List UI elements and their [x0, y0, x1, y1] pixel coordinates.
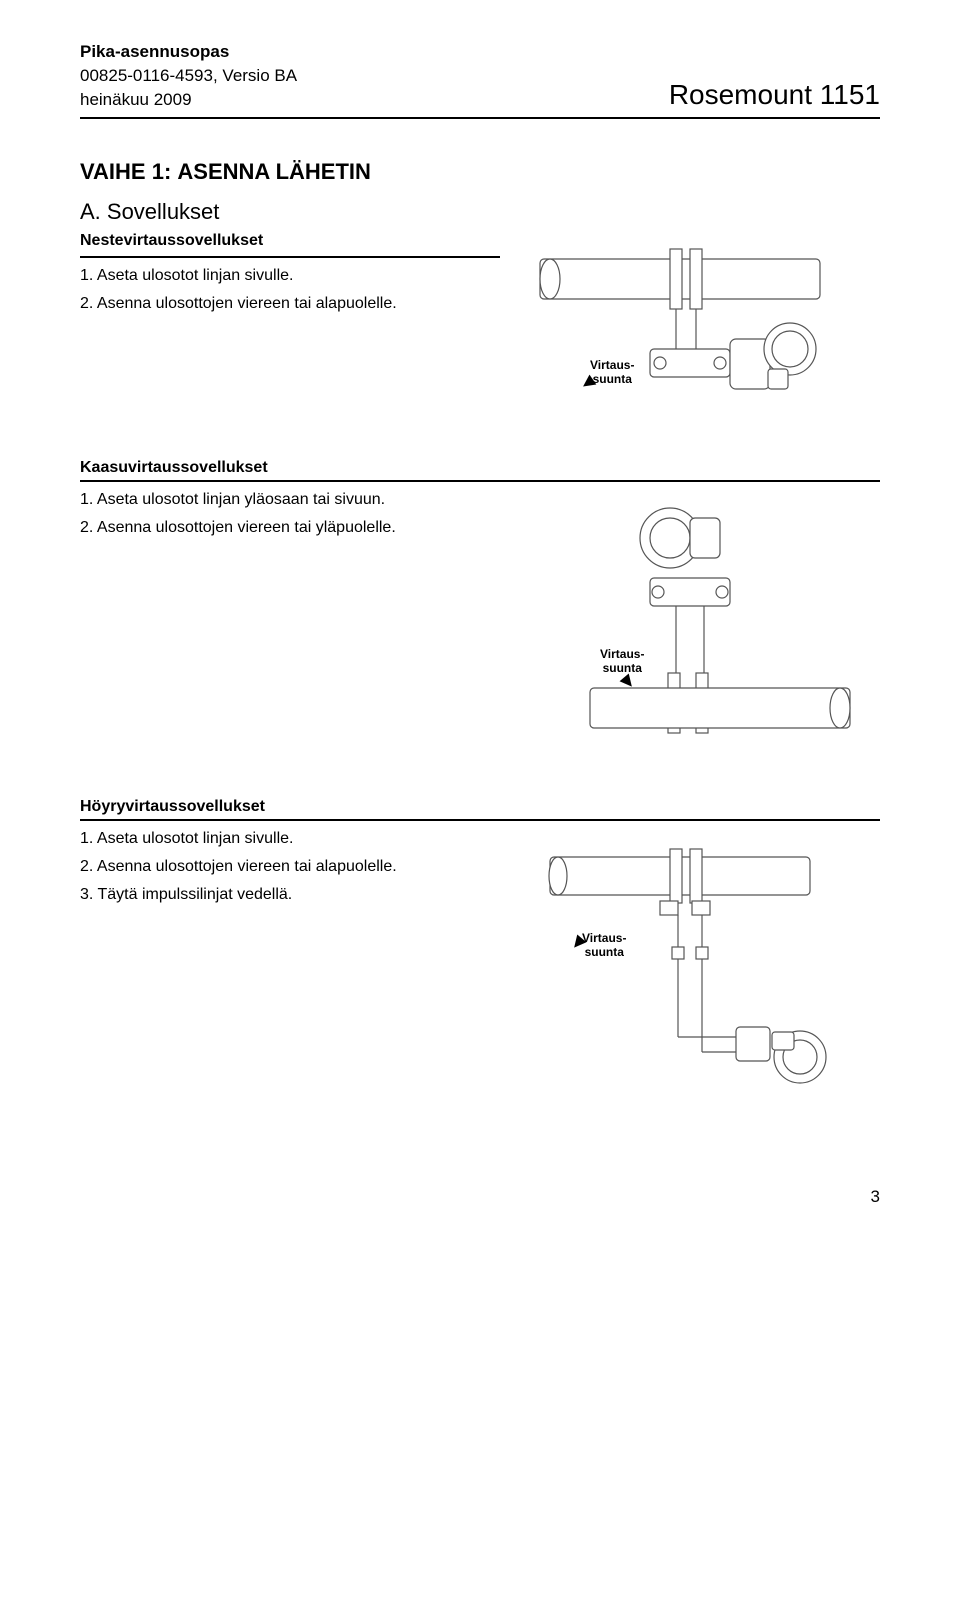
steam-step-2: 2. Asenna ulosottojen viereen tai alapuo… [80, 855, 500, 879]
liquid-diagram-icon [530, 229, 870, 449]
gas-step-2: 2. Asenna ulosottojen viereen tai yläpuo… [80, 516, 500, 540]
doc-number: 00825-0116-4593, Versio BA [80, 64, 297, 88]
gas-step-1: 1. Aseta ulosotot linjan yläosaan tai si… [80, 488, 500, 512]
product-name: Rosemount 1151 [669, 79, 880, 111]
steam-heading: Höyryvirtaussovellukset [80, 798, 880, 821]
step-title: ASENNA LÄHETIN [177, 159, 371, 184]
page-header: Pika-asennusopas 00825-0116-4593, Versio… [80, 40, 880, 119]
liquid-step-1: 1. Aseta ulosotot linjan sivulle. [80, 264, 500, 288]
gas-diagram-icon [530, 488, 870, 788]
guide-title: Pika-asennusopas [80, 40, 297, 64]
header-left-block: Pika-asennusopas 00825-0116-4593, Versio… [80, 40, 297, 111]
liquid-heading: Nestevirtaussovellukset [80, 229, 500, 258]
steam-diagram-icon [530, 827, 870, 1127]
step-heading: VAIHE 1: ASENNA LÄHETIN [80, 159, 880, 185]
flow-direction-label: Virtaus-suunta [600, 648, 644, 674]
liquid-section: Nestevirtaussovellukset 1. Aseta ulosoto… [80, 229, 880, 449]
steam-step-3: 3. Täytä impulssilinjat vedellä. [80, 883, 500, 907]
steam-section: Höyryvirtaussovellukset 1. Aseta ulosoto… [80, 798, 880, 1127]
gas-heading: Kaasuvirtaussovellukset [80, 459, 880, 482]
steam-step-1: 1. Aseta ulosotot linjan sivulle. [80, 827, 500, 851]
step-label: VAIHE 1: [80, 159, 177, 184]
gas-figure: Virtaus-suunta [530, 488, 870, 788]
steam-figure: Virtaus-suunta [530, 827, 870, 1127]
subsection-heading: A. Sovellukset [80, 199, 880, 225]
flow-direction-label: Virtaus-suunta [582, 932, 626, 958]
page-number: 3 [80, 1187, 880, 1207]
flow-direction-label: Virtaus-suunta [590, 359, 634, 385]
liquid-step-2: 2. Asenna ulosottojen viereen tai alapuo… [80, 292, 500, 316]
gas-section: Kaasuvirtaussovellukset 1. Aseta ulosoto… [80, 459, 880, 788]
liquid-figure: Virtaus-suunta [530, 229, 870, 449]
doc-date: heinäkuu 2009 [80, 88, 297, 112]
